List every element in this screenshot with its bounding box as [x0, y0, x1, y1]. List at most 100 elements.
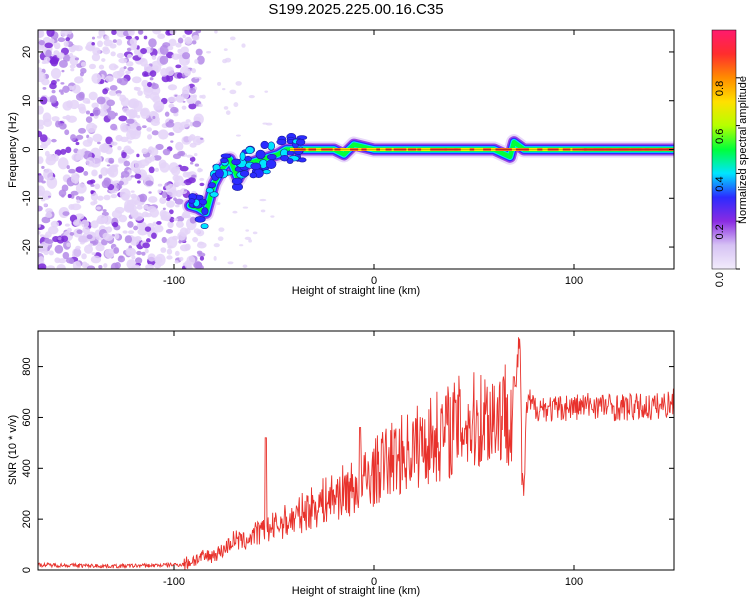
noise-speckle: [102, 47, 111, 55]
ridge-blob: [260, 140, 269, 150]
noise-speckle: [175, 141, 184, 151]
noise-speckle: [165, 121, 175, 128]
noise-speckle: [194, 163, 200, 167]
noise-speckle: [108, 90, 118, 96]
noise-speckle: [131, 264, 141, 269]
noise-speckle: [96, 206, 102, 210]
noise-speckle: [39, 96, 48, 105]
noise-speckle: [116, 184, 123, 190]
noise-speckle: [38, 263, 47, 269]
noise-speckle: [50, 68, 62, 79]
noise-speckle: [113, 164, 119, 168]
ridge-blob: [267, 153, 277, 160]
noise-speckle: [86, 134, 90, 139]
noise-speckle: [136, 221, 147, 231]
noise-speckle: [260, 209, 266, 213]
noise-speckle: [69, 52, 74, 58]
noise-speckle: [59, 123, 67, 130]
noise-speckle: [51, 138, 57, 143]
noise-speckle: [125, 35, 132, 40]
spectrogram-y-tick-label: 0: [21, 146, 33, 152]
noise-speckle: [109, 84, 118, 91]
noise-speckle: [154, 256, 163, 264]
noise-speckle: [59, 60, 68, 68]
noise-speckle: [69, 231, 75, 236]
noise-speckle: [167, 96, 177, 103]
noise-speckle: [244, 236, 252, 240]
noise-speckle: [43, 118, 52, 128]
noise-speckle: [70, 68, 75, 72]
noise-speckle: [146, 127, 153, 132]
noise-speckle: [175, 216, 185, 222]
noise-speckle: [114, 261, 121, 269]
noise-speckle: [222, 88, 226, 91]
noise-speckle: [74, 213, 85, 220]
ridge-blob: [208, 182, 216, 189]
noise-speckle: [264, 90, 269, 93]
noise-speckle: [159, 162, 170, 173]
noise-speckle: [167, 221, 174, 229]
noise-speckle: [67, 193, 72, 199]
noise-speckle: [192, 35, 200, 41]
noise-speckle: [131, 195, 141, 205]
noise-speckle: [191, 68, 197, 74]
noise-speckle: [167, 45, 174, 51]
noise-speckle: [134, 173, 142, 179]
noise-speckle: [162, 207, 166, 211]
snr-x-ticks: -100 0 100: [163, 331, 583, 588]
noise-speckle: [41, 165, 45, 169]
noise-speckle: [235, 81, 242, 86]
noise-speckle: [124, 199, 134, 211]
noise-speckle: [50, 220, 60, 228]
noise-speckle: [49, 58, 59, 65]
noise-speckle: [189, 87, 196, 94]
noise-speckle: [133, 86, 139, 91]
noise-speckle: [199, 256, 205, 261]
noise-speckle: [122, 230, 128, 234]
noise-speckle: [141, 251, 146, 256]
noise-speckle: [43, 250, 49, 256]
noise-speckle: [144, 226, 152, 232]
noise-speckle: [189, 216, 197, 224]
noise-speckle: [76, 229, 83, 235]
colorbar-tick-label: 0.2: [714, 224, 726, 239]
noise-speckle: [186, 154, 194, 158]
noise-speckle: [137, 180, 141, 184]
noise-speckle: [167, 84, 178, 91]
noise-speckle: [65, 114, 71, 121]
noise-speckle: [169, 30, 177, 35]
noise-speckle: [93, 155, 102, 165]
ridge-blob: [200, 223, 209, 230]
noise-speckle: [91, 102, 99, 109]
noise-speckle: [64, 223, 70, 227]
noise-speckle: [259, 198, 267, 202]
noise-speckle: [200, 137, 204, 140]
noise-speckle: [185, 214, 192, 219]
noise-speckle: [154, 167, 160, 172]
noise-speckle: [65, 257, 74, 264]
noise-speckle: [159, 44, 169, 56]
noise-speckle: [174, 198, 184, 205]
noise-speckle: [104, 35, 110, 41]
noise-speckle: [120, 170, 130, 178]
noise-speckle: [57, 37, 66, 43]
noise-speckle: [115, 134, 123, 142]
noise-speckle: [199, 182, 205, 187]
noise-speckle: [62, 54, 71, 62]
noise-speckle: [98, 108, 108, 117]
noise-speckle: [162, 148, 171, 156]
noise-speckle: [166, 248, 173, 255]
snr-y-tick-label: 200: [21, 510, 33, 528]
colorbar-title: Normalized spectral amplitude: [737, 76, 749, 224]
noise-speckle: [41, 180, 46, 184]
noise-speckle: [96, 35, 102, 39]
noise-speckle: [110, 51, 116, 57]
noise-speckle: [46, 30, 55, 38]
noise-speckle: [82, 226, 91, 235]
noise-speckle: [125, 118, 135, 124]
snr-y-tick-label: 400: [21, 459, 33, 477]
spectrogram-y-title: Frequency (Hz): [7, 112, 19, 188]
noise-speckle: [123, 66, 127, 70]
noise-speckle: [65, 37, 71, 42]
noise-speckle: [187, 101, 194, 105]
